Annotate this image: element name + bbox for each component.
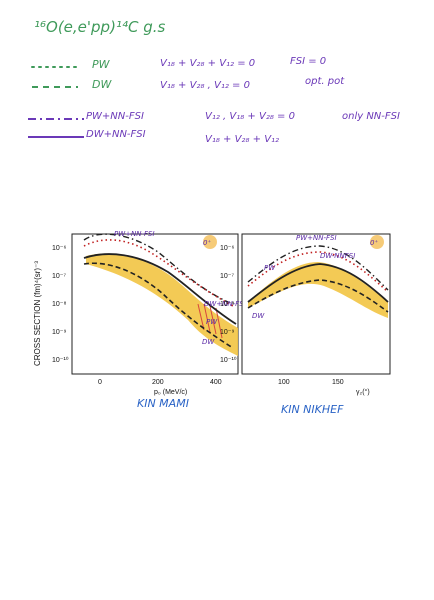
left-ytick-1: 10⁻⁶ <box>52 245 66 252</box>
legend-note-dw: opt. pot <box>305 76 345 87</box>
right-panel: 10⁻⁶ 10⁻⁷ 10⁻⁸ 10⁻⁹ 10⁻¹⁰ 100 150 γ₂(°) … <box>220 233 391 396</box>
left-panel: 10⁻⁶ 10⁻⁷ 10⁻⁸ 10⁻⁹ 10⁻¹⁰ 0 200 400 p₀ (… <box>52 230 246 396</box>
left-ytick-5: 10⁻¹⁰ <box>52 356 69 364</box>
left-ann-c: DW <box>202 338 215 346</box>
cross-section-figure: CROSS SECTION (fm)⁴(sr)⁻³ 10⁻⁶ 10⁻⁷ 10⁻⁸… <box>33 230 391 396</box>
caption-kin-mami: KIN MAMI <box>137 397 189 410</box>
left-ann-a: DW+NN-FSI <box>204 300 246 308</box>
left-xtick-200: 200 <box>152 379 164 386</box>
right-ytick-4: 10⁻⁹ <box>220 329 234 336</box>
right-ann-c: DW <box>252 312 265 320</box>
caption-kin-nikhef: KIN NIKHEF <box>281 403 344 416</box>
legend-label-dw-nnfsi: DW+NN-FSI <box>86 129 146 140</box>
legend-solid-line <box>28 136 84 138</box>
legend-label-pw: PW <box>92 58 110 71</box>
legend-eq-dw-nnfsi: V₁₈ + V₂₈ + V₁₂ <box>205 134 280 145</box>
document-title: ¹⁶O(e,e'pp)¹⁴C g.s <box>34 18 166 36</box>
left-ann-b: PW <box>206 318 218 326</box>
left-xlabel: p₀ (MeV/c) <box>154 389 187 396</box>
left-xtick-0: 0 <box>98 379 102 386</box>
left-ytick-3: 10⁻⁸ <box>52 301 66 308</box>
right-ytick-5: 10⁻¹⁰ <box>220 356 237 364</box>
right-ann-a: PW <box>264 264 276 272</box>
left-badge: 0⁺ <box>203 239 211 247</box>
legend-note-pw-nnfsi: only NN-FSI <box>342 111 400 122</box>
legend-eq-dw: V₁₈ + V₂₈ , V₁₂ = 0 <box>160 80 250 91</box>
right-badge: 0⁺ <box>370 239 378 247</box>
left-band <box>86 253 238 356</box>
left-ann-top: PW+NN-FSI <box>114 230 155 238</box>
left-ytick-4: 10⁻⁹ <box>52 329 66 336</box>
legend-eq-pw: V₁₈ + V₂₈ + V₁₂ = 0 <box>160 58 256 69</box>
right-ytick-1: 10⁻⁶ <box>220 245 234 252</box>
right-xtick-100: 100 <box>278 379 290 386</box>
legend-eq-pw-nnfsi: V₁₂ , V₁₈ + V₂₈ = 0 <box>205 111 295 122</box>
left-ytick-2: 10⁻⁷ <box>52 273 66 280</box>
left-xtick-400: 400 <box>210 379 222 386</box>
legend-label-dw: DW <box>92 78 112 91</box>
legend-dashed-line <box>32 86 78 88</box>
legend-dotted-line <box>31 66 79 68</box>
legend-dashdot-line <box>28 118 84 120</box>
right-ann-b: DW-NNFSI <box>320 252 355 260</box>
right-ytick-2: 10⁻⁷ <box>220 273 234 280</box>
right-ann-top: PW+NN-FSI <box>296 234 337 242</box>
figure-ylabel: CROSS SECTION (fm)⁴(sr)⁻³ <box>33 261 42 366</box>
right-ytick-3: 10⁻⁸ <box>220 301 234 308</box>
right-xlabel: γ₂(°) <box>356 388 370 396</box>
right-xtick-150: 150 <box>332 379 344 386</box>
legend-label-pw-nnfsi: PW+NN-FSI <box>86 111 144 122</box>
legend-note-pw: FSI = 0 <box>290 56 327 67</box>
